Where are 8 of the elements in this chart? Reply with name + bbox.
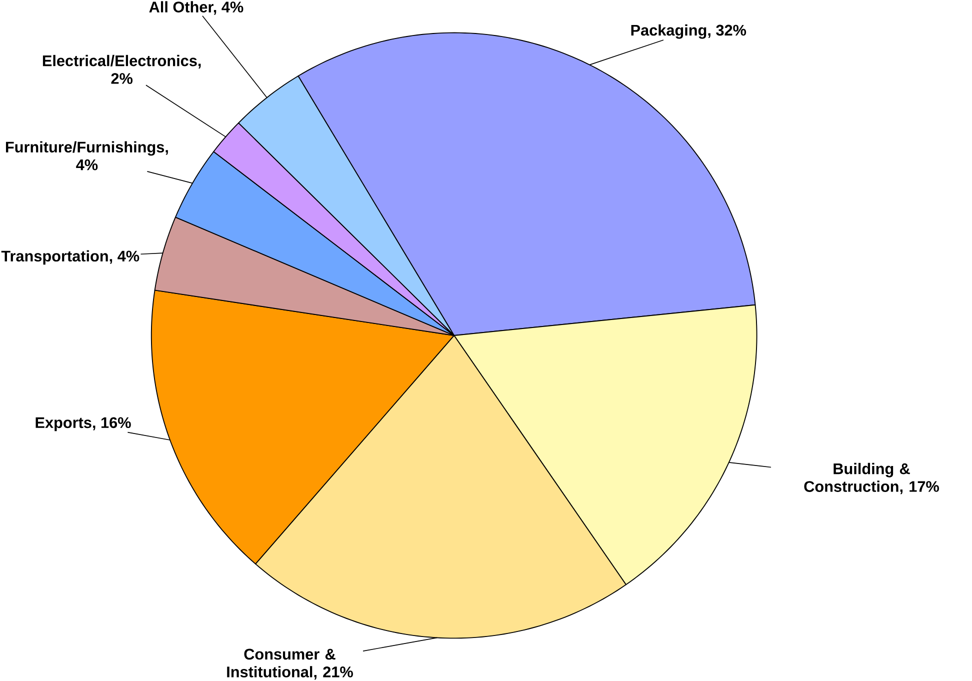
slice-label: Building & Construction, 17% <box>804 463 939 494</box>
slice-label: Exports, 16% <box>36 417 131 432</box>
slice-label: Transportation, 4% <box>1 250 140 265</box>
slice-label: Furniture/Furnishings, 4% <box>6 141 168 170</box>
slice-label: Packaging, 32% <box>631 24 746 39</box>
slice-label: All Other, 4% <box>149 1 244 15</box>
slice-label: Electrical/Electronics, 2% <box>42 55 201 84</box>
slice-label: Consumer & Institutional, 21% <box>227 648 353 680</box>
